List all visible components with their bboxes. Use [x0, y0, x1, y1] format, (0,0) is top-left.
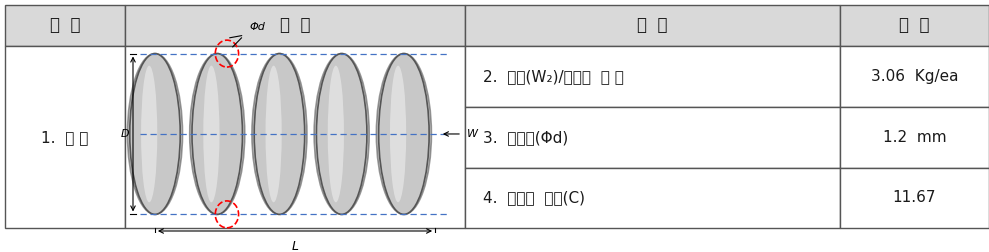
Text: 2.  하중(W₂)/스프링  개 당: 2. 하중(W₂)/스프링 개 당 — [483, 69, 624, 84]
Bar — [465, 46, 840, 107]
Ellipse shape — [265, 66, 282, 202]
Text: D: D — [121, 129, 130, 139]
Bar — [840, 107, 989, 168]
Text: 규  격: 규 격 — [899, 16, 930, 35]
Bar — [465, 5, 840, 46]
Text: 1.2  mm: 1.2 mm — [883, 130, 946, 145]
Text: 4.  스프링  지수(C): 4. 스프링 지수(C) — [483, 190, 585, 205]
Ellipse shape — [192, 54, 242, 214]
Bar — [465, 107, 840, 168]
Text: W: W — [467, 129, 478, 139]
Ellipse shape — [316, 54, 367, 214]
Bar — [125, 5, 465, 46]
Ellipse shape — [130, 54, 180, 214]
Bar — [465, 168, 840, 228]
Ellipse shape — [327, 66, 344, 202]
Text: 1.  형 상: 1. 형 상 — [42, 130, 89, 145]
Text: Φd: Φd — [249, 22, 265, 32]
Ellipse shape — [390, 66, 406, 202]
Ellipse shape — [379, 54, 429, 214]
Ellipse shape — [315, 54, 369, 214]
Bar — [5, 5, 125, 46]
Text: 항  목: 항 목 — [637, 16, 668, 35]
Text: 11.67: 11.67 — [893, 190, 937, 205]
Ellipse shape — [204, 66, 220, 202]
Bar — [840, 168, 989, 228]
Ellipse shape — [254, 54, 305, 214]
Ellipse shape — [141, 66, 157, 202]
Ellipse shape — [128, 54, 183, 214]
Bar — [840, 46, 989, 107]
Ellipse shape — [190, 54, 244, 214]
Bar — [5, 46, 125, 228]
Text: 항  목: 항 목 — [49, 16, 80, 35]
Text: 규  격: 규 격 — [280, 16, 311, 35]
Ellipse shape — [377, 54, 431, 214]
Text: L: L — [292, 240, 299, 252]
Ellipse shape — [252, 54, 307, 214]
Bar — [125, 46, 465, 228]
Text: 3.  소선경(Φd): 3. 소선경(Φd) — [483, 130, 569, 145]
Text: 3.06  Kg/ea: 3.06 Kg/ea — [870, 69, 958, 84]
Bar — [840, 5, 989, 46]
